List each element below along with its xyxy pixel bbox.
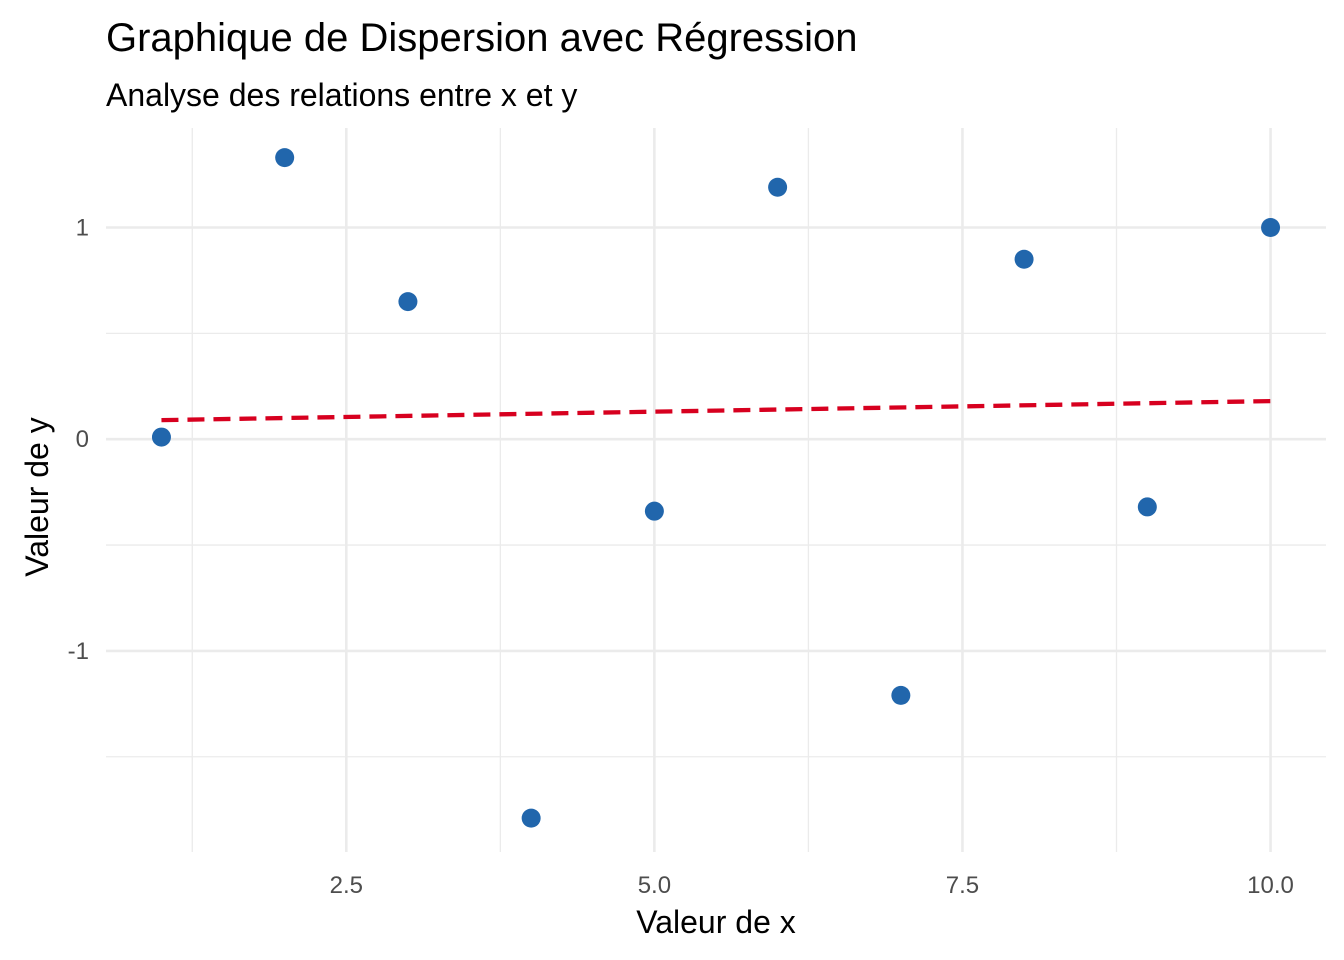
- data-point-6: [768, 177, 788, 197]
- x-tick-label: 10.0: [1247, 872, 1294, 899]
- data-point-7: [891, 685, 911, 705]
- x-tick-label: 7.5: [946, 872, 979, 899]
- data-point-5: [644, 501, 664, 521]
- data-point-8: [1014, 249, 1034, 269]
- data-point-9: [1137, 497, 1157, 517]
- data-point-3: [398, 292, 418, 312]
- x-tick-label: 5.0: [638, 872, 671, 899]
- data-points: [151, 148, 1281, 828]
- chart-subtitle: Analyse des relations entre x et y: [106, 77, 577, 113]
- y-tick-label: -1: [68, 638, 89, 665]
- x-tick-label: 2.5: [330, 872, 363, 899]
- data-point-10: [1261, 217, 1281, 237]
- y-axis-title: Valeur de y: [19, 417, 55, 577]
- tick-labels: 2.5 5.0 7.5 10.0 -1 0 1: [68, 214, 1294, 899]
- x-axis-title: Valeur de x: [636, 904, 796, 940]
- regression-line-group: [161, 398, 1271, 423]
- y-tick-label: 0: [76, 426, 89, 453]
- data-point-2: [275, 148, 295, 168]
- y-tick-label: 1: [76, 214, 89, 241]
- grid: [106, 128, 1326, 852]
- chart-title: Graphique de Dispersion avec Régression: [106, 16, 858, 60]
- data-point-4: [521, 808, 541, 828]
- data-point-1: [151, 427, 171, 447]
- regression-line: [161, 398, 1271, 423]
